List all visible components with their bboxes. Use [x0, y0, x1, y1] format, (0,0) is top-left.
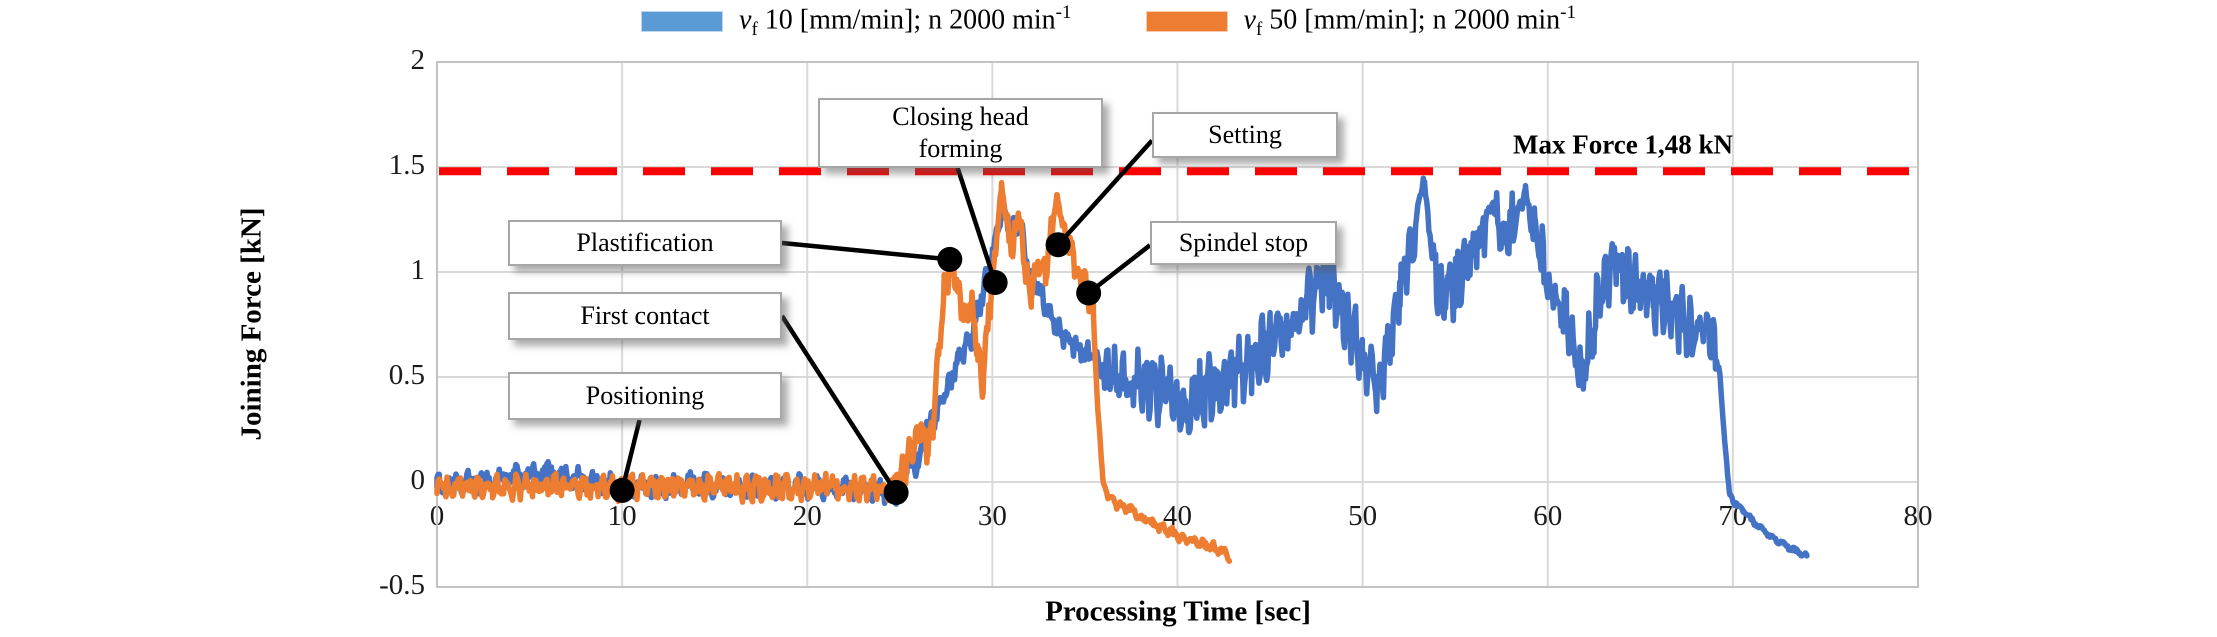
y-tick-label-1: 1 — [410, 254, 426, 286]
legend-text: 50 [mm/min]; n 2000 min — [1262, 4, 1561, 36]
legend-swatch-blue — [641, 10, 724, 32]
annotation-box-spindel-stop: Spindel stop — [1150, 221, 1337, 265]
legend-label-vf10: vf 10 [mm/min]; n 2000 min-1 — [739, 2, 1071, 41]
annotation-label-line: First contact — [580, 301, 710, 330]
legend-text: 10 [mm/min]; n 2000 min — [757, 4, 1056, 36]
x-axis-title: Processing Time [sec] — [1045, 595, 1311, 628]
annotation-label-line: Spindel stop — [1178, 228, 1309, 257]
annotation-box-positioning: Positioning — [508, 372, 782, 420]
annotation-box-setting: Setting — [1152, 112, 1338, 158]
y-tick-label-0: 0 — [410, 464, 426, 496]
annotation-label-line: Setting — [1208, 120, 1282, 149]
legend-var-symbol: v — [739, 4, 752, 36]
annotation-box-closing-head-forming: Closing head forming — [818, 98, 1103, 168]
annotation-label-line: forming — [918, 134, 1003, 163]
annotation-label-line: Positioning — [585, 381, 705, 410]
annotation-label-line: Closing head — [892, 102, 1029, 131]
annotation-box-plastification: Plastification — [508, 220, 782, 266]
legend-swatch-orange — [1145, 10, 1228, 32]
legend-item-vf50: vf 50 [mm/min]; n 2000 min-1 — [1145, 2, 1576, 41]
legend-label-vf50: vf 50 [mm/min]; n 2000 min-1 — [1244, 2, 1576, 41]
legend-item-vf10: vf 10 [mm/min]; n 2000 min-1 — [641, 2, 1072, 41]
annotation-box-first-contact: First contact — [508, 292, 782, 340]
legend-exponent: -1 — [1055, 2, 1072, 23]
legend-var-symbol: v — [1243, 4, 1256, 36]
legend-var-subscript: f — [751, 18, 758, 40]
annotation-label-line: Plastification — [576, 228, 714, 257]
y-tick-label-0.5: 0.5 — [388, 359, 425, 391]
legend-var-subscript: f — [1255, 18, 1263, 40]
y-tick-label-1.5: 1.5 — [388, 149, 425, 181]
legend-exponent: -1 — [1560, 2, 1576, 23]
y-tick-label-2: 2 — [410, 44, 426, 76]
y-tick-label--0.5: -0.5 — [379, 569, 425, 601]
chart-legend: vf 10 [mm/min]; n 2000 min-1 vf 50 [mm/m… — [0, 2, 2217, 41]
